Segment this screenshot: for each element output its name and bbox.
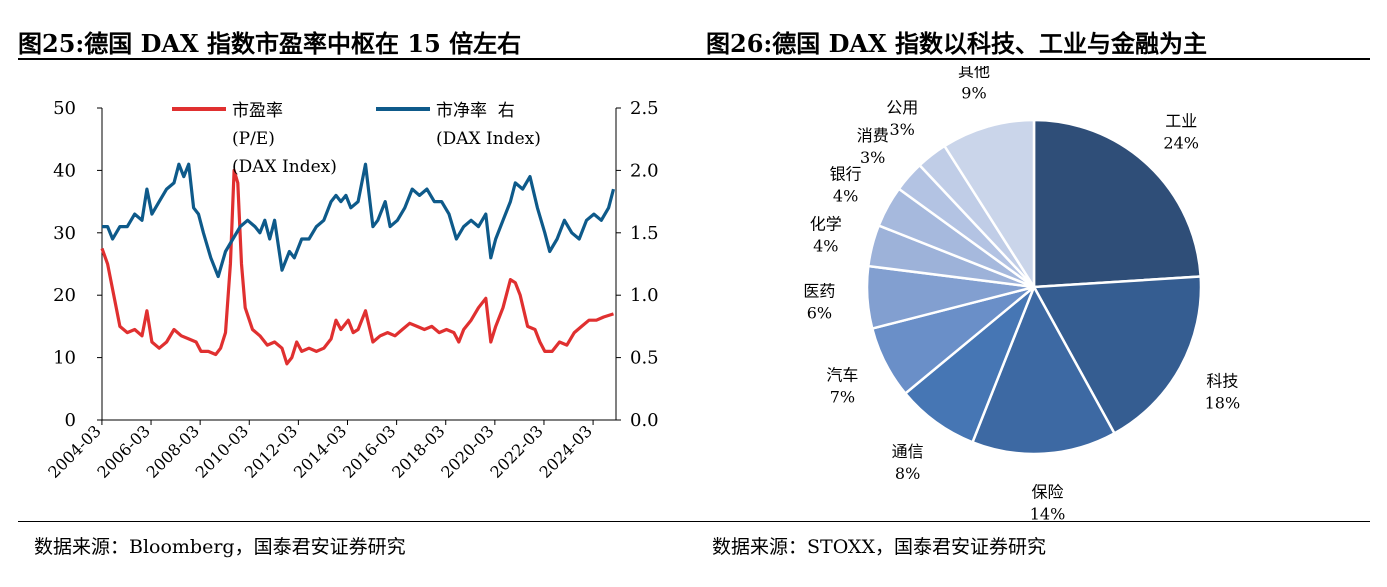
left-y-tick-label: 10 — [53, 348, 76, 369]
right-y-tick-label: 1.5 — [630, 223, 659, 244]
pie-slice-name: 银行 — [830, 164, 862, 183]
x-tick-label: 2024-03 — [535, 421, 595, 481]
x-tick-label: 2014-03 — [290, 421, 350, 481]
right-source-note: 数据来源：STOXX，国泰君安证券研究 — [712, 536, 1046, 558]
legend-label-pe: (DAX Index) — [232, 157, 337, 177]
pie-slice-percent: 9% — [961, 84, 986, 103]
pie-slice-name: 其他 — [958, 66, 990, 81]
pie-slice-name: 工业 — [1165, 111, 1197, 130]
left-y-tick-label: 40 — [53, 160, 76, 181]
left-y-tick-label: 20 — [53, 285, 76, 306]
pie-slice-percent: 8% — [895, 464, 920, 483]
pie-slice-percent: 24% — [1163, 133, 1199, 152]
x-tick-label: 2016-03 — [339, 421, 399, 481]
pie-slice-percent: 3% — [860, 148, 885, 167]
left-y-tick-label: 50 — [53, 98, 76, 119]
pie-slice-percent: 4% — [813, 237, 838, 256]
series-line-pb — [102, 162, 616, 279]
pie-slice-percent: 4% — [833, 186, 858, 205]
pie-slice-name: 保险 — [1031, 483, 1063, 502]
pie-slice-percent: 3% — [890, 120, 915, 139]
pie-slice-3 — [970, 284, 1117, 456]
right-y-tick-label: 2.5 — [630, 98, 659, 119]
series-line-pe — [100, 168, 614, 366]
legend-label-pe: 市盈率 — [232, 101, 283, 121]
pie-slice-1 — [1032, 118, 1202, 289]
pie-slice-name: 化学 — [810, 215, 842, 234]
source-rule — [18, 521, 1370, 522]
pe-pb-line-chart: 010203040500.00.51.01.52.02.52004-032006… — [44, 98, 659, 482]
pie-slice-name: 科技 — [1206, 372, 1238, 391]
left-y-tick-label: 0 — [65, 410, 76, 431]
x-tick-label: 2008-03 — [143, 421, 203, 481]
pie-slice-11 — [942, 118, 1036, 292]
pie-slice-percent: 7% — [830, 388, 855, 407]
pie-slice-name: 公用 — [886, 98, 918, 117]
pie-slice-percent: 14% — [1030, 505, 1066, 522]
x-tick-label: 2006-03 — [93, 421, 153, 481]
left-y-tick-label: 30 — [53, 223, 76, 244]
x-tick-label: 2020-03 — [437, 421, 497, 481]
pie-slice-name: 消费 — [857, 126, 889, 145]
right-chart-title: 图26:德国 DAX 指数以科技、工业与金融为主 — [706, 29, 1208, 58]
pie-slice-name: 通信 — [892, 442, 924, 461]
legend-label-pe: (P/E) — [232, 129, 275, 149]
right-y-tick-label: 1.0 — [630, 285, 659, 306]
pie-slice-name: 汽车 — [826, 366, 858, 385]
right-y-tick-label: 0.5 — [630, 348, 659, 369]
left-source-note: 数据来源：Bloomberg，国泰君安证券研究 — [34, 536, 406, 558]
legend-label-pb: (DAX Index) — [436, 129, 541, 149]
x-tick-label: 2022-03 — [486, 421, 546, 481]
title-underline — [18, 58, 1370, 60]
left-chart-title: 图25:德国 DAX 指数市盈率中枢在 15 倍左右 — [18, 29, 522, 58]
x-tick-label: 2012-03 — [241, 421, 301, 481]
x-tick-label: 2018-03 — [388, 421, 448, 481]
pie-slice-name: 医药 — [803, 282, 835, 301]
sector-pie-chart: 工业24%科技18%保险14%通信8%汽车7%医药6%化学4%银行4%消费3%公… — [803, 66, 1241, 522]
pie-slice-percent: 18% — [1205, 394, 1241, 413]
right-y-tick-label: 2.0 — [630, 160, 659, 181]
pie-slice-2 — [1031, 275, 1203, 436]
right-y-tick-label: 0.0 — [630, 410, 659, 431]
pie-slice-percent: 6% — [807, 304, 832, 323]
x-tick-label: 2010-03 — [192, 421, 252, 481]
legend-label-pb: 市净率 右 — [436, 101, 515, 121]
